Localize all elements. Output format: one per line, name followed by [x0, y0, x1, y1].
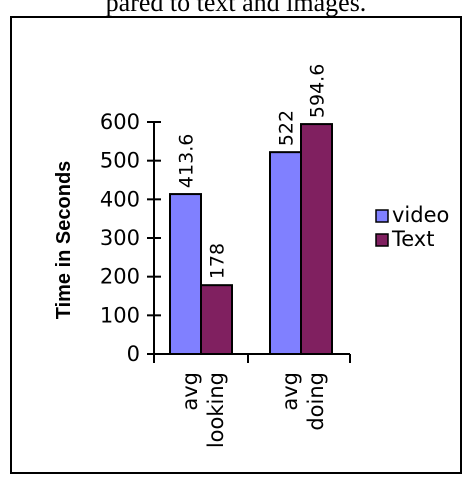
y-tick-label-200: 200 — [100, 265, 140, 289]
y-axis-title: Time in Seconds — [53, 161, 75, 320]
y-tick-label-100: 100 — [100, 303, 140, 327]
data-label-text-0: 178 — [207, 243, 229, 279]
y-tick-label-300: 300 — [100, 226, 140, 250]
legend-swatch-text — [375, 233, 389, 247]
bar-video-1 — [269, 151, 302, 355]
bar-text-1 — [300, 123, 333, 355]
category-label-1-1: doing — [304, 372, 328, 431]
legend-label-video: video — [392, 203, 449, 227]
y-tick-label-600: 600 — [100, 110, 140, 134]
legend-label-text: Text — [391, 227, 434, 251]
legend-swatch-video — [375, 209, 389, 223]
y-tick-label-0: 0 — [127, 342, 140, 366]
bar-video-0 — [169, 193, 202, 355]
data-label-text-1: 594.6 — [307, 64, 329, 118]
category-label-0-0: avg — [178, 372, 202, 411]
category-label-1-0: avg — [278, 372, 302, 411]
data-label-video-0: 413.6 — [176, 134, 198, 188]
bar-text-0 — [200, 284, 233, 356]
y-tick-label-400: 400 — [100, 187, 140, 211]
data-label-video-1: 522 — [276, 110, 298, 146]
y-tick-label-500: 500 — [100, 149, 140, 173]
category-label-0-1: looking — [204, 372, 228, 448]
figure-caption: pared to text and images. — [105, 0, 367, 17]
